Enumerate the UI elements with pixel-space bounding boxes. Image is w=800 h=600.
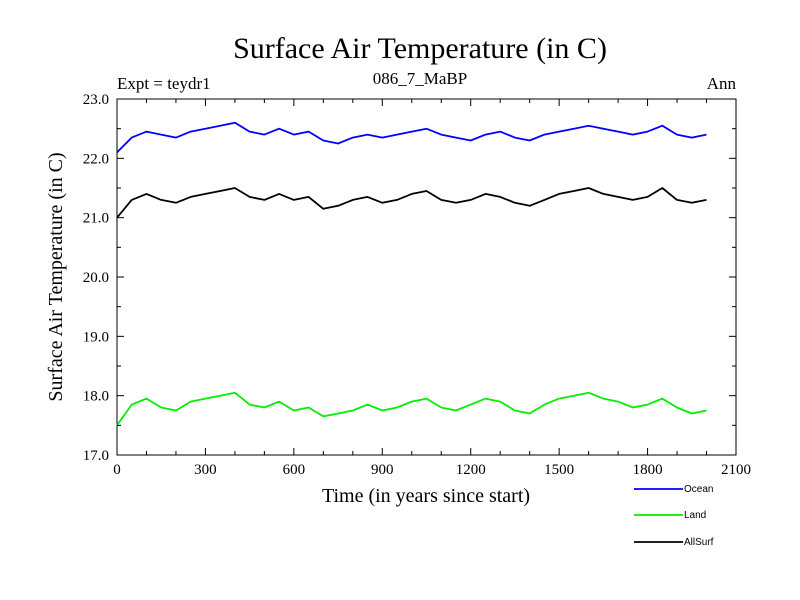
legend: Ocean Land AllSurf [634,484,714,548]
x-tick-label: 300 [194,462,217,478]
x-tick-label: 1200 [456,462,486,478]
chart-subtitle-right: Ann [707,74,737,93]
y-tick-label: 22.0 [83,151,109,167]
y-tick-label: 17.0 [83,448,109,464]
y-tick-label: 18.0 [83,389,109,405]
chart-title: Surface Air Temperature (in C) [233,32,607,65]
x-tick-label: 900 [371,462,394,478]
y-axis-label: Surface Air Temperature (in C) [45,152,67,401]
x-tick-label: 1800 [633,462,663,478]
legend-label-allsurf: AllSurf [684,537,714,548]
chart-subtitle-left: Expt = teydr1 [117,74,211,93]
axis-layer: 0 300 600 900 1200 1500 1800 2100 17.0 18.0 19.0 20… [83,92,751,478]
x-tick-label: 1500 [544,462,574,478]
legend-label-ocean: Ocean [684,484,713,495]
chart-subtitle-center: 086_7_MaBP [373,69,467,88]
y-tick-label: 23.0 [83,92,109,108]
plot-frame [116,98,737,456]
x-tick-label: 600 [283,462,306,478]
y-tick-label: 21.0 [83,211,109,227]
legend-label-land: Land [684,510,706,521]
series-line-land [116,391,707,426]
series-line-allsurf [116,187,707,219]
x-axis-label: Time (in years since start) [322,485,530,507]
x-tick-label: 2100 [721,462,751,478]
series-line-ocean [116,121,707,154]
y-tick-label: 19.0 [83,329,109,345]
x-tick-label: 0 [113,462,121,478]
y-tick-label: 20.0 [83,270,109,286]
series-layer [116,121,707,426]
